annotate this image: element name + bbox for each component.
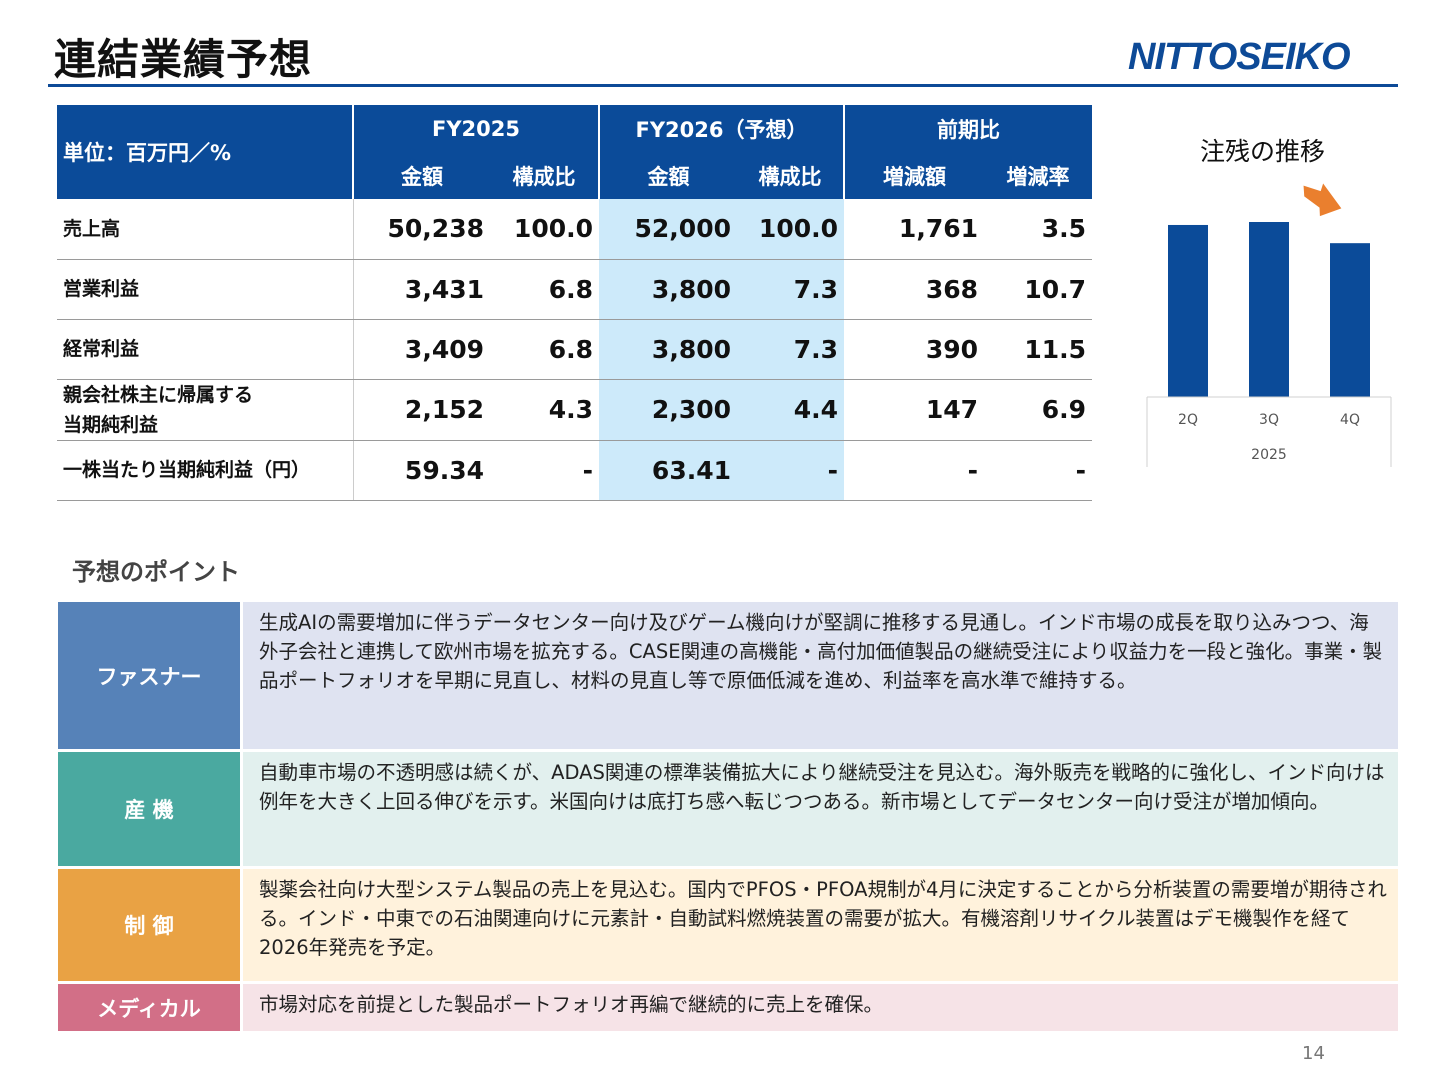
table-row: 親会社株主に帰属する 当期純利益 2,152 4.3 2,300 4.4 147 6.9 (57, 379, 1092, 441)
order-backlog-chart (1146, 183, 1392, 467)
tick-label: 4Q (1340, 412, 1360, 428)
cell-value: 6.9 (984, 379, 1092, 441)
row-label: 営業利益 (57, 259, 354, 320)
group-header: 前期比 (844, 105, 1092, 152)
point-row: 産 機自動車市場の不透明感は続くが、ADAS関連の標準装備拡大により継続受注を見… (58, 752, 1398, 866)
cell-value: 100.0 (737, 199, 844, 260)
cell-value: - (984, 440, 1092, 501)
cell-value: 368 (844, 259, 984, 320)
table-row: 営業利益 3,431 6.8 3,800 7.3 368 10.7 (57, 259, 1092, 320)
cell-value: - (490, 440, 599, 501)
cell-value: - (844, 440, 984, 501)
cell-value: 63.41 (599, 440, 737, 501)
segment-label: ファスナー (58, 602, 240, 749)
row-label-text: 一株当たり当期純利益（円） (63, 459, 311, 481)
bar-4Q (1330, 243, 1370, 397)
chart-title: 注残の推移 (1200, 137, 1326, 166)
cell-value: 52,000 (599, 199, 737, 260)
point-row: 制 御製薬会社向け大型システム製品の売上を見込む。国内でPFOS・PFOA規制が… (58, 869, 1398, 981)
cell-value: 3.5 (984, 199, 1092, 260)
cell-value: 7.3 (737, 259, 844, 320)
cell-value: 1,761 (844, 199, 984, 260)
segment-description: 市場対応を前提とした製品ポートフォリオ再編で継続的に売上を確保。 (243, 984, 1398, 1031)
cell-value: 50,238 (353, 199, 490, 260)
row-label: 親会社株主に帰属する 当期純利益 (57, 379, 354, 441)
group-header: FY2025 (353, 105, 600, 152)
column-header: 金額 (353, 152, 490, 199)
page-number: 14 (1302, 1043, 1325, 1064)
cell-value: 7.3 (737, 319, 844, 380)
cell-value: 100.0 (490, 199, 599, 260)
point-row: メディカル 市場対応を前提とした製品ポートフォリオ再編で継続的に売上を確保。 (58, 984, 1398, 1031)
row-label: 経常利益 (57, 319, 354, 380)
bar-3Q (1249, 222, 1289, 397)
point-row: ファスナー 生成AIの需要増加に伴うデータセンター向け及びゲーム機向けが堅調に推移… (58, 602, 1398, 749)
bar-2Q (1168, 224, 1208, 397)
cell-value: 3,431 (353, 259, 490, 320)
row-label-text: 売上高 (63, 217, 121, 240)
cell-value: 147 (844, 379, 984, 441)
cell-value: 4.4 (737, 379, 844, 441)
row-label-text: 経常利益 (63, 338, 140, 360)
column-header: 構成比 (737, 152, 845, 199)
row-label: 一株当たり当期純利益（円） (57, 440, 354, 501)
cell-value: 3,409 (353, 319, 490, 380)
segment-description: 生成AIの需要増加に伴うデータセンター向け及びゲーム機向けが堅調に推移する見通し… (243, 602, 1398, 749)
page-title: 連結業績予想 (54, 35, 313, 84)
cell-value: 6.8 (490, 259, 599, 320)
group-label: 2025 (1251, 447, 1287, 463)
section-title: 予想のポイント (72, 558, 240, 586)
financial-forecast-table: 単位：百万円／% FY2025 FY2026（予想） 前期比 金額 構成比 金額… (57, 105, 1092, 501)
cell-value: 2,300 (599, 379, 737, 441)
unit-label: 単位：百万円／% (57, 105, 354, 199)
cell-value: 3,800 (599, 259, 737, 320)
group-header: FY2026（予想） (599, 105, 845, 152)
segment-label: メディカル (58, 984, 240, 1031)
cell-value: 59.34 (353, 440, 490, 501)
row-label: 売上高 (57, 199, 354, 260)
segment-description: 自動車市場の不透明感は続くが、ADAS関連の標準装備拡大により継続受注を見込む。… (243, 752, 1398, 866)
table-row: 一株当たり当期純利益（円） 59.34-63.41- - - (57, 440, 1092, 501)
column-header: 構成比 (490, 152, 600, 199)
column-header: 増減額 (844, 152, 984, 199)
row-label-text: 営業利益 (63, 278, 140, 300)
title-divider (48, 84, 1398, 87)
table-row: 経常利益 3,409 6.8 3,800 7.3 390 11.5 (57, 319, 1092, 380)
cell-value: 3,800 (599, 319, 737, 380)
segment-label: 制 御 (58, 869, 240, 981)
cell-value: 4.3 (490, 379, 599, 441)
column-header: 増減率 (984, 152, 1092, 199)
cell-value: 2,152 (353, 379, 490, 441)
tick-label: 2Q (1178, 412, 1198, 428)
cell-value: 390 (844, 319, 984, 380)
cell-value: 6.8 (490, 319, 599, 380)
cell-value: 11.5 (984, 319, 1092, 380)
row-label-text: 親会社株主に帰属する (63, 383, 254, 406)
cell-value: - (737, 440, 844, 501)
tick-label: 3Q (1259, 412, 1279, 428)
company-logo: NITTOSEIKO (1128, 36, 1351, 78)
segment-label: 産 機 (58, 752, 240, 866)
column-header: 金額 (599, 152, 737, 199)
cell-value: 10.7 (984, 259, 1092, 320)
segment-description: 製薬会社向け大型システム製品の売上を見込む。国内でPFOS・PFOA規制が4月に… (243, 869, 1398, 981)
table-row: 売上高 50,238 100.0 52,000 100.0 1,761 3.5 (57, 199, 1092, 260)
down-right-arrow-icon (1303, 183, 1342, 217)
row-label-text: 当期純利益 (63, 413, 159, 436)
